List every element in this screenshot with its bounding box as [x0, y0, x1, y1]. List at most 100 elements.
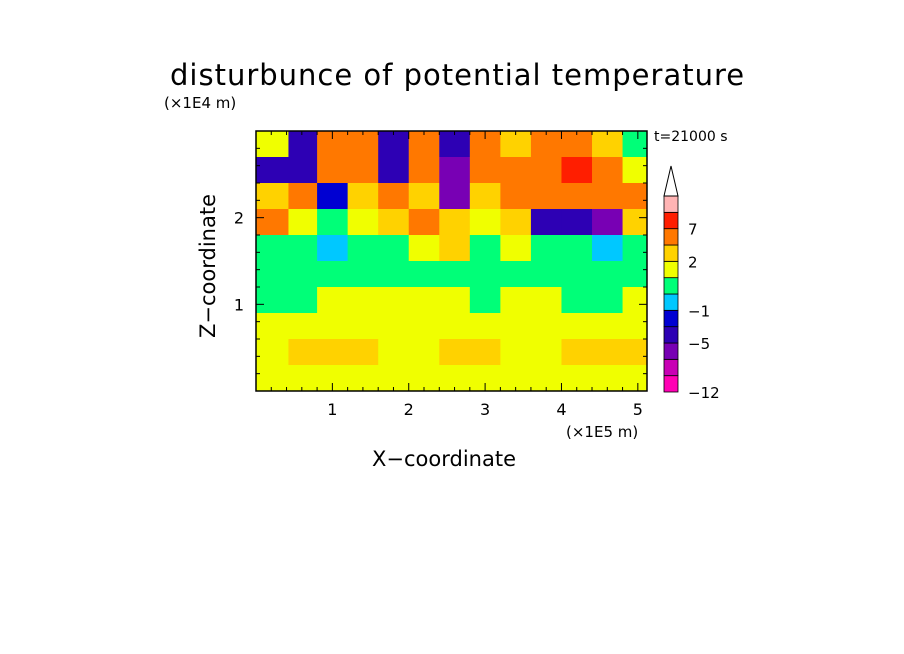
y-tick-label: 1 [234, 295, 244, 314]
field-cell [561, 287, 593, 314]
field-cell [256, 287, 289, 314]
field-cell [622, 235, 648, 262]
field-cell [439, 261, 471, 288]
field-cell [622, 313, 648, 340]
colorbar-extend-arrow [663, 165, 679, 197]
colorbar-swatch [663, 326, 679, 344]
field-cell [561, 183, 593, 210]
field-cell [347, 183, 379, 210]
field-cell [561, 157, 593, 184]
field-cell [288, 261, 318, 288]
field-cell [317, 287, 349, 314]
field-cell [592, 209, 624, 236]
field-cell [347, 339, 379, 366]
field-cell [347, 287, 379, 314]
colorbar-swatch [663, 309, 679, 328]
field-cell [288, 209, 318, 236]
field-cell [408, 235, 440, 262]
x-tick-label: 3 [480, 400, 490, 419]
field-cell [256, 313, 289, 340]
field-cell [530, 209, 562, 236]
time-annotation: t=21000 s [654, 129, 728, 145]
colorbar-swatch [663, 342, 679, 360]
field-cell [500, 287, 532, 314]
field-cell [288, 287, 318, 314]
field-cell [561, 261, 593, 288]
field-cell [256, 261, 289, 288]
field-cell [561, 313, 593, 340]
field-cell [408, 131, 440, 158]
field-cell [622, 209, 648, 236]
plot-frame [255, 130, 648, 392]
field-cell [469, 183, 501, 210]
field-cell [347, 209, 379, 236]
field-cell [256, 339, 289, 366]
field-cell [317, 261, 349, 288]
field-cell [378, 131, 410, 158]
field-cell [530, 339, 562, 366]
field-cell [622, 183, 648, 210]
field-cell [408, 261, 440, 288]
field-cell [439, 157, 471, 184]
field-cell [256, 365, 289, 392]
field-cell [469, 287, 501, 314]
colorbar-label: −5 [688, 335, 710, 353]
x-tick-label: 5 [633, 400, 643, 419]
colorbar-swatch [663, 211, 679, 230]
colorbar-swatch [663, 358, 679, 377]
field-cell [408, 313, 440, 340]
field-cell [256, 157, 289, 184]
field-cell [378, 157, 410, 184]
field-cells [256, 131, 648, 392]
field-cell [288, 131, 318, 158]
field-cell [408, 183, 440, 210]
field-cell [500, 313, 532, 340]
field-cell [622, 261, 648, 288]
field-cell [530, 235, 562, 262]
field-cell [288, 235, 318, 262]
field-cell [378, 209, 410, 236]
field-cell [622, 131, 648, 158]
y-axis-unit: (×1E4 m) [164, 94, 237, 112]
field-cell [561, 339, 593, 366]
field-cell [317, 183, 349, 210]
field-cell [500, 261, 532, 288]
field-cell [256, 183, 289, 210]
field-cell [408, 339, 440, 366]
field-cell [439, 339, 471, 366]
x-axis-label: X−coordinate [372, 447, 516, 471]
field-cell [439, 287, 471, 314]
field-cell [469, 157, 501, 184]
field-cell [530, 287, 562, 314]
x-axis-unit: (×1E5 m) [566, 423, 639, 441]
y-ticks: 12 [234, 147, 647, 375]
field-cell [592, 287, 624, 314]
field-cell [317, 235, 349, 262]
field-cell [256, 209, 289, 236]
field-cell [347, 313, 379, 340]
field-cell [469, 209, 501, 236]
field-cell [288, 365, 318, 392]
field-cell [317, 209, 349, 236]
field-cell [561, 209, 593, 236]
field-cell [592, 235, 624, 262]
field-cell [592, 157, 624, 184]
field-cell [530, 313, 562, 340]
field-cell [317, 313, 349, 340]
field-cell [439, 235, 471, 262]
field-cell [378, 261, 410, 288]
field-cell [378, 235, 410, 262]
field-cell [592, 261, 624, 288]
field-cell [408, 209, 440, 236]
field-cell [592, 313, 624, 340]
x-tick-label: 2 [404, 400, 414, 419]
x-tick-label: 1 [327, 400, 337, 419]
colorbar-swatch [663, 244, 679, 262]
field-cell [439, 313, 471, 340]
field-cell [347, 235, 379, 262]
colorbar: 7 2 −1 −5 −12 [663, 165, 720, 402]
field-cell [592, 183, 624, 210]
field-cell [530, 157, 562, 184]
field-cell [439, 183, 471, 210]
